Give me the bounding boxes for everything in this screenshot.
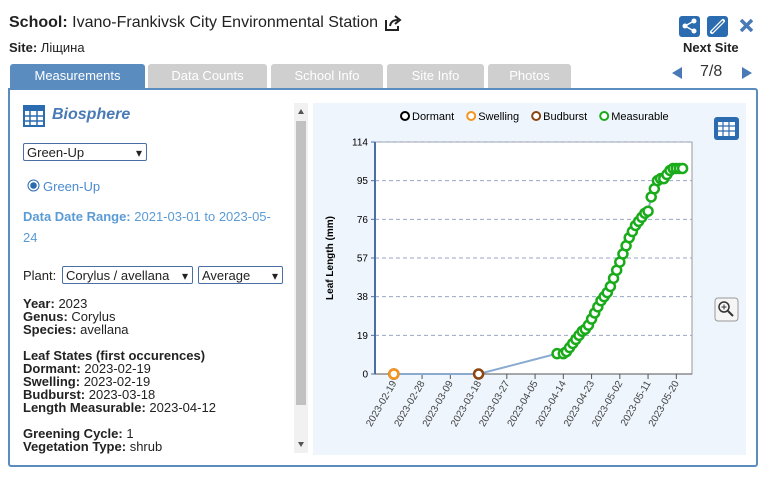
close-button[interactable] bbox=[741, 20, 752, 31]
date-range: Data Date Range: 2021-03-01 to 2023-05-2… bbox=[23, 206, 285, 248]
extra-fields: Greening Cycle: 1 Vegetation Type: shrub bbox=[23, 427, 162, 453]
data-point bbox=[474, 370, 483, 379]
field-label: Length Measurable: bbox=[23, 400, 146, 415]
data-point bbox=[389, 370, 398, 379]
y-tick-label: 57 bbox=[357, 254, 369, 265]
y-tick-label: 95 bbox=[357, 176, 369, 187]
panel-title: Biosphere bbox=[52, 106, 130, 124]
legend-marker bbox=[532, 112, 540, 120]
tab[interactable]: Measurements bbox=[10, 64, 145, 88]
zoom-button[interactable] bbox=[715, 298, 738, 321]
tab[interactable]: School Info bbox=[271, 64, 383, 88]
next-site-label: Next Site bbox=[683, 40, 739, 55]
legend-label: Dormant bbox=[412, 111, 454, 123]
site-name: Ліщина bbox=[41, 40, 85, 55]
next-site-arrow[interactable] bbox=[740, 66, 754, 80]
legend-marker bbox=[401, 112, 409, 120]
open-icon[interactable] bbox=[384, 15, 402, 32]
field-label: Species: bbox=[23, 322, 76, 337]
prev-site-arrow[interactable] bbox=[670, 66, 684, 80]
toolbar bbox=[679, 15, 759, 37]
radio[interactable] bbox=[27, 179, 40, 192]
legend-marker bbox=[600, 112, 608, 120]
field-value: shrub bbox=[130, 439, 163, 454]
protocol-select[interactable]: Green-Up bbox=[23, 143, 147, 161]
school-line: School: Ivano-Frankivsk City Environment… bbox=[9, 14, 378, 32]
tab[interactable]: Data Counts bbox=[148, 64, 267, 88]
y-axis-title: Leaf Length (mm) bbox=[325, 216, 336, 300]
site-label: Site: bbox=[9, 40, 37, 55]
legend-label: Measurable bbox=[611, 111, 668, 123]
y-tick-label: 38 bbox=[357, 292, 369, 303]
tab[interactable]: Photos bbox=[488, 64, 571, 88]
leaf-states: Leaf States (first occurences) Dormant: … bbox=[23, 349, 216, 414]
y-tick-label: 19 bbox=[357, 331, 369, 342]
legend-label: Swelling bbox=[478, 111, 519, 123]
site-index: 7/8 bbox=[700, 63, 722, 81]
y-tick-label: 76 bbox=[357, 215, 369, 226]
plant-fields: Year: 2023 Genus: Corylus Species: avell… bbox=[23, 297, 129, 336]
legend-marker bbox=[467, 112, 475, 120]
school-label: School: bbox=[9, 14, 68, 31]
y-tick-label: 114 bbox=[352, 138, 368, 149]
legend-label: Budburst bbox=[543, 111, 587, 123]
table-button[interactable] bbox=[714, 117, 739, 140]
plant-label: Plant: bbox=[23, 268, 56, 283]
data-point bbox=[678, 164, 687, 173]
field-value: avellana bbox=[80, 322, 128, 337]
field: Vegetation Type: shrub bbox=[23, 440, 162, 453]
stat-select[interactable]: Average bbox=[198, 266, 283, 284]
site-line: Site: Ліщина bbox=[9, 40, 85, 55]
field: Length Measurable: 2023-04-12 bbox=[23, 401, 216, 414]
share-button[interactable] bbox=[679, 16, 700, 37]
scrollbar[interactable] bbox=[294, 103, 308, 453]
field: Species: avellana bbox=[23, 323, 129, 336]
table-icon bbox=[23, 105, 45, 127]
data-point bbox=[644, 207, 653, 216]
plant-select[interactable]: Corylus / avellana bbox=[62, 266, 193, 284]
chart: Leaf Length (mm) 019385776951142023-02-1… bbox=[313, 103, 746, 455]
field-value: 2023-04-12 bbox=[149, 400, 216, 415]
field-label: Vegetation Type: bbox=[23, 439, 126, 454]
y-tick-label: 0 bbox=[362, 370, 368, 381]
date-range-label: Data Date Range: bbox=[23, 209, 131, 224]
school-name: Ivano-Frankivsk City Environmental Stati… bbox=[72, 14, 378, 31]
radio-label[interactable]: Green-Up bbox=[43, 179, 100, 194]
tab[interactable]: Site Info bbox=[387, 64, 484, 88]
